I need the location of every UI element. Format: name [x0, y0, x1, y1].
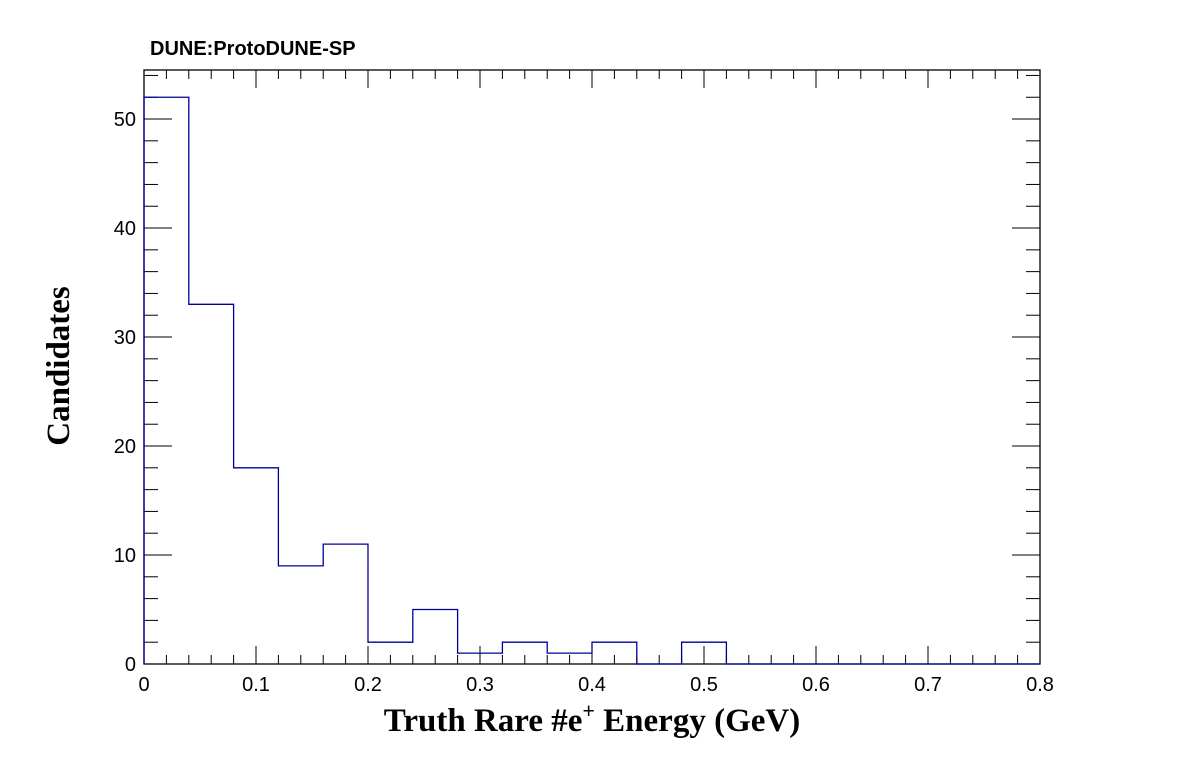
y-tick-label: 30 [114, 327, 136, 349]
chart-title: DUNE:ProtoDUNE-SP [150, 38, 356, 60]
x-tick-label: 0.8 [1026, 674, 1054, 696]
y-tick-label: 20 [114, 436, 136, 458]
y-tick-label: 0 [125, 654, 136, 676]
histogram-outline [143, 96, 1040, 665]
x-tick-label: 0.1 [242, 674, 270, 696]
x-tick-label: 0 [138, 674, 149, 696]
x-tick-label: 0.7 [914, 674, 942, 696]
x-axis-title-main: Truth Rare #e [384, 703, 583, 739]
y-tick-label: 40 [114, 218, 136, 240]
x-axis-title: Truth Rare #e+ Energy (GeV) [384, 698, 800, 739]
y-tick-label: 50 [114, 109, 136, 131]
plot-frame-border [143, 69, 1041, 665]
x-tick-label: 0.2 [354, 674, 382, 696]
axis-ticks [143, 70, 1041, 665]
x-tick-label: 0.4 [578, 674, 606, 696]
histogram-bin [234, 468, 279, 664]
plot-frame [143, 69, 1041, 665]
y-axis-title: Candidates [41, 286, 77, 446]
histogram-bins [144, 97, 726, 664]
histogram-bin [189, 304, 234, 664]
x-tick-label: 0.5 [690, 674, 718, 696]
y-tick-label: 10 [114, 545, 136, 567]
y-tick-labels: 0 10 20 30 40 50 [114, 109, 136, 676]
x-tick-label: 0.6 [802, 674, 830, 696]
x-tick-label: 0.3 [466, 674, 494, 696]
histogram-bin [323, 544, 368, 664]
x-axis-title-superscript: + [582, 698, 595, 723]
x-axis-title-tail: Energy (GeV) [595, 703, 800, 739]
x-tick-labels: 0 0.1 0.2 0.3 0.4 0.5 0.6 0.7 0.8 [138, 674, 1053, 696]
histogram-bin [278, 566, 323, 664]
